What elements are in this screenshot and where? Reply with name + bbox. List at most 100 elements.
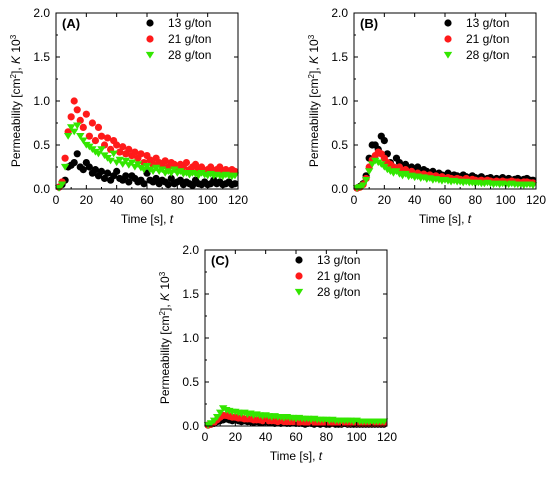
point-s2-17 xyxy=(106,157,115,165)
data-points xyxy=(54,97,240,192)
y-tick-label: 1.5 xyxy=(182,287,199,301)
point-s0-6 xyxy=(73,150,81,158)
point-s1-23 xyxy=(125,145,133,153)
point-s1-10 xyxy=(85,132,93,140)
point-s1-21 xyxy=(119,143,127,151)
legend-entry: 13 g/ton xyxy=(168,16,211,30)
point-s2-5 xyxy=(70,128,79,136)
point-s2-7 xyxy=(76,133,85,140)
chart-panel-1: 0 20 40 60 80 100 120 0.0 0.5 1.0 1.5 2.0 Time [s], … xyxy=(307,6,547,226)
point-s2-22 xyxy=(121,157,130,165)
legend-entry: 21 g/ton xyxy=(466,32,509,46)
x-tick-label: 120 xyxy=(377,430,397,444)
point-s1-38 xyxy=(170,160,178,168)
panel-label: (B) xyxy=(360,16,378,31)
point-s2-4 xyxy=(215,409,225,417)
point-s0-22 xyxy=(122,172,130,180)
point-s1-27 xyxy=(137,150,145,158)
x-tick-label: 80 xyxy=(171,193,185,207)
x-axis-title: Time [s], t xyxy=(419,212,472,226)
point-s1-19 xyxy=(113,141,121,149)
y-tick-label: 1.0 xyxy=(331,94,348,108)
point-s2-32 xyxy=(151,164,161,172)
point-slegend-1 xyxy=(295,272,303,280)
x-tick-label: 100 xyxy=(347,430,367,444)
y-tick-label: 1.5 xyxy=(33,50,50,64)
point-slegend-2 xyxy=(294,288,304,296)
point-s0-8 xyxy=(79,166,87,174)
x-tick-label: 0 xyxy=(202,430,209,444)
point-s1-45 xyxy=(191,160,200,168)
x-axis-title: Time [s], t xyxy=(121,212,174,226)
data-points xyxy=(352,132,538,192)
point-s0-16 xyxy=(103,169,112,177)
point-slegend-2 xyxy=(145,51,155,59)
legend-entry: 13 g/ton xyxy=(317,253,360,267)
point-s2-8 xyxy=(79,137,88,145)
point-s0-37 xyxy=(167,174,175,183)
x-tick-label: 80 xyxy=(469,193,483,207)
point-s0-32 xyxy=(152,174,160,183)
x-tick-label: 120 xyxy=(228,193,248,207)
x-tick-label: 0 xyxy=(351,193,358,207)
point-s1-5 xyxy=(70,97,78,105)
point-s2-14 xyxy=(97,146,106,153)
point-slegend-0 xyxy=(295,256,303,264)
y-tick-label: 0.0 xyxy=(331,182,348,196)
point-s2-24 xyxy=(127,159,137,167)
point-s1-42 xyxy=(182,159,191,167)
point-slegend-1 xyxy=(444,35,452,43)
y-tick-label: 0.5 xyxy=(182,375,199,389)
x-tick-label: 20 xyxy=(229,430,243,444)
panel-label: (C) xyxy=(211,253,229,268)
point-s0-23 xyxy=(125,178,133,186)
point-s0-20 xyxy=(414,163,422,171)
point-s2-29 xyxy=(142,162,152,170)
point-s0-29 xyxy=(143,169,151,177)
point-s1-14 xyxy=(97,132,106,140)
x-tick-label: 20 xyxy=(80,193,94,207)
legend-entry: 28 g/ton xyxy=(466,48,509,62)
point-slegend-0 xyxy=(444,19,452,27)
x-tick-label: 60 xyxy=(140,193,154,207)
point-s2-38 xyxy=(170,166,179,174)
point-s2-3 xyxy=(63,133,73,140)
point-s0-15 xyxy=(100,174,109,183)
point-s0-36 xyxy=(164,181,172,189)
point-s0-19 xyxy=(113,167,121,175)
point-s2-4 xyxy=(364,168,374,175)
point-s1-13 xyxy=(94,123,103,131)
point-s2-58 xyxy=(230,172,240,180)
point-s1-35 xyxy=(161,157,169,165)
legend: 13 g/ton 21 g/ton 28 g/ton xyxy=(294,253,360,299)
legend-entry: 28 g/ton xyxy=(317,285,360,299)
point-s2-6 xyxy=(73,122,82,130)
x-tick-label: 60 xyxy=(438,193,452,207)
point-s1-16 xyxy=(103,134,112,142)
point-s0-10 xyxy=(85,163,93,171)
point-s0-28 xyxy=(140,180,148,188)
point-s2-58 xyxy=(379,418,389,426)
point-s1-9 xyxy=(82,110,90,118)
x-tick-label: 40 xyxy=(110,193,124,207)
point-slegend-0 xyxy=(146,19,154,27)
point-s1-25 xyxy=(131,148,139,156)
y-tick-label: 0.0 xyxy=(182,419,199,433)
y-tick-label: 2.0 xyxy=(331,6,348,20)
x-tick-label: 40 xyxy=(259,430,273,444)
point-s2-3 xyxy=(212,414,222,421)
point-s2-18 xyxy=(109,150,118,158)
point-s1-20 xyxy=(116,148,124,156)
point-s2-1 xyxy=(57,181,67,189)
x-tick-label: 40 xyxy=(408,193,422,207)
point-s1-6 xyxy=(73,106,81,114)
point-s0-9 xyxy=(380,137,388,145)
point-s0-44 xyxy=(188,181,197,190)
y-tick-label: 2.0 xyxy=(182,243,199,257)
y-tick-label: 1.0 xyxy=(182,331,199,345)
legend: 13 g/ton 21 g/ton 28 g/ton xyxy=(443,16,509,62)
legend-entry: 21 g/ton xyxy=(317,269,360,283)
point-s2-20 xyxy=(115,156,124,164)
x-tick-label: 100 xyxy=(496,193,516,207)
